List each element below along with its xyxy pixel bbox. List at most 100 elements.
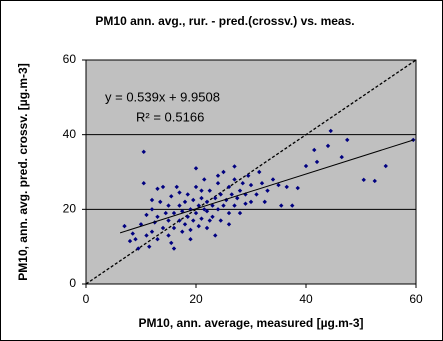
point	[235, 195, 240, 201]
point	[265, 188, 270, 193]
point	[158, 199, 163, 205]
point	[248, 199, 254, 205]
point	[314, 159, 320, 165]
y-tick-label: 0	[69, 276, 76, 290]
point	[312, 147, 317, 153]
point	[133, 237, 138, 242]
point	[171, 225, 177, 231]
point	[243, 201, 248, 206]
point	[229, 192, 234, 197]
point	[237, 210, 243, 216]
x-axis-label: PM10, ann. average, measured [µg.m-3]	[139, 316, 364, 330]
point	[191, 218, 196, 223]
x-tick-label: 60	[409, 292, 423, 306]
point	[169, 194, 174, 199]
point	[221, 169, 226, 175]
point	[177, 218, 182, 223]
point	[193, 210, 199, 216]
point	[226, 184, 232, 190]
point	[232, 203, 237, 208]
point	[221, 203, 226, 208]
point	[270, 177, 276, 182]
point	[279, 203, 284, 208]
point	[193, 166, 199, 171]
point	[127, 238, 133, 244]
point	[141, 181, 146, 186]
point	[160, 184, 166, 190]
point	[259, 181, 265, 186]
point	[218, 192, 223, 197]
point	[215, 207, 221, 212]
point	[199, 216, 204, 221]
point	[188, 237, 193, 242]
point	[160, 225, 166, 231]
point	[171, 246, 177, 251]
point	[339, 154, 344, 160]
point	[215, 181, 221, 186]
y-tick-label: 20	[63, 202, 77, 216]
point	[174, 184, 179, 190]
chart-title: PM10 ann. avg., rur. - pred.(crossv.) vs…	[95, 14, 354, 28]
point	[204, 199, 210, 205]
point	[240, 181, 245, 186]
point	[171, 210, 177, 216]
point	[232, 164, 237, 169]
x-tick-label: 40	[299, 292, 313, 306]
y-tick-label: 40	[63, 127, 77, 141]
point	[141, 149, 146, 155]
y-axis-label: PM10, ann. avg. pred. crossv. [µg.m-3]	[16, 63, 30, 280]
point	[254, 192, 259, 197]
point	[136, 246, 141, 251]
point	[177, 190, 182, 195]
point	[213, 233, 218, 238]
point	[155, 214, 160, 219]
point	[325, 143, 331, 149]
point	[185, 192, 190, 197]
point	[210, 203, 215, 208]
point	[188, 227, 193, 233]
point	[257, 169, 262, 175]
point	[210, 214, 215, 219]
point	[218, 218, 223, 223]
point	[295, 185, 300, 191]
point	[207, 188, 212, 193]
point	[202, 177, 207, 182]
point	[284, 184, 289, 190]
identity-line	[85, 59, 417, 285]
point	[372, 178, 377, 184]
point	[383, 163, 388, 169]
point	[226, 222, 232, 227]
point	[361, 177, 366, 183]
point	[182, 199, 188, 205]
point	[147, 244, 152, 249]
trendline	[119, 139, 414, 234]
point	[180, 229, 185, 234]
point	[248, 182, 254, 188]
point	[204, 209, 210, 214]
x-tick-label: 0	[83, 292, 90, 306]
point	[155, 186, 160, 191]
point	[149, 229, 155, 234]
point	[182, 222, 188, 227]
point	[303, 163, 309, 169]
point	[215, 173, 221, 178]
point	[202, 207, 207, 212]
point	[262, 199, 267, 205]
point	[193, 184, 199, 190]
point	[166, 203, 171, 208]
point	[144, 212, 149, 218]
point	[149, 207, 155, 212]
point	[138, 222, 144, 227]
point	[345, 137, 350, 143]
point	[207, 218, 212, 223]
point	[130, 231, 135, 236]
point	[196, 223, 201, 229]
point	[246, 173, 251, 178]
point	[199, 195, 204, 201]
point	[155, 237, 160, 242]
point	[185, 214, 190, 219]
annotation: y = 0.539x + 9.9508	[105, 89, 220, 104]
point	[226, 210, 232, 216]
point	[328, 128, 333, 134]
